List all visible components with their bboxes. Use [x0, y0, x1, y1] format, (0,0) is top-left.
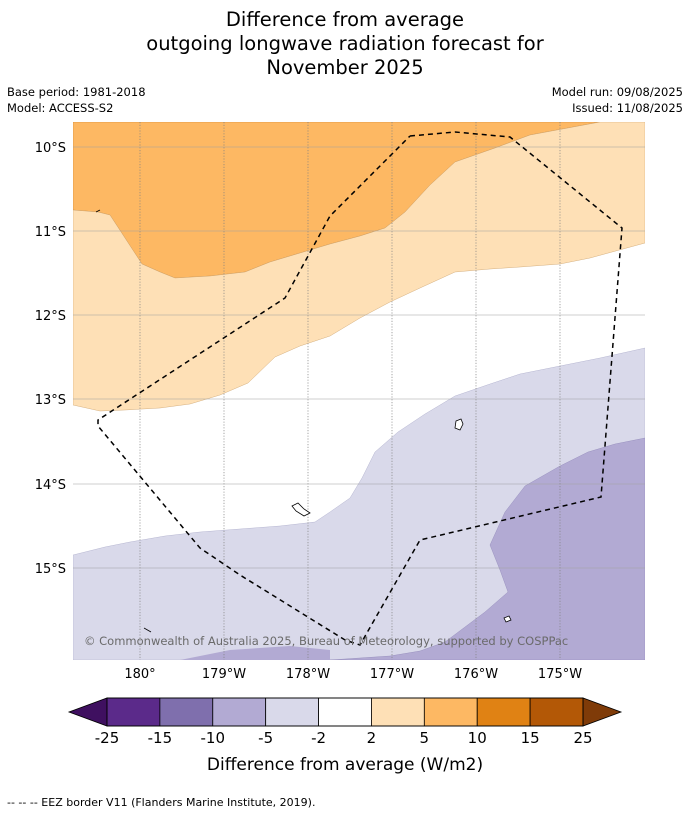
colorbar-tick-label: -25 — [95, 729, 120, 747]
meta-left: Base period: 1981-2018 Model: ACCESS-S2 — [7, 84, 146, 116]
lon-label: 179°W — [202, 667, 246, 682]
colorbar-segment — [159, 697, 214, 727]
lon-gridlines — [139, 122, 561, 660]
colorbar-segment — [106, 697, 161, 727]
map-area: © Commonwealth of Australia 2025, Bureau… — [73, 122, 645, 660]
model-name: Model: ACCESS-S2 — [7, 101, 114, 115]
lon-label: 180° — [124, 667, 155, 682]
lat-labels: 10°S 11°S 12°S 13°S 14°S 15°S — [35, 141, 66, 577]
band-2-to-5 — [73, 122, 645, 412]
colorbar-segment — [423, 697, 478, 727]
lat-gridlines — [73, 146, 645, 569]
island-shape — [454, 418, 464, 431]
lat-label: 11°S — [35, 225, 66, 240]
island-shape — [95, 209, 101, 213]
colorbar-segment — [318, 697, 372, 727]
colorbar-right-extension — [582, 697, 623, 727]
colorbar-tick-label: 15 — [521, 729, 540, 747]
title-line-3: November 2025 — [266, 56, 424, 79]
colorbar-segment — [476, 697, 531, 727]
island-shape — [143, 627, 152, 633]
title-line-1: Difference from average — [225, 8, 465, 31]
colorbar-segment — [212, 697, 267, 727]
lat-label: 14°S — [35, 478, 66, 493]
colorbar-left-extension — [67, 697, 108, 727]
eez-border — [97, 131, 623, 646]
colorbar-tick-label: -10 — [201, 729, 226, 747]
map-title: Difference from average outgoing longwav… — [0, 8, 690, 80]
colorbar-tick-label: -5 — [258, 729, 273, 747]
issued-date: Issued: 11/08/2025 — [572, 101, 683, 115]
colorbar-label: Difference from average (W/m2) — [207, 755, 483, 775]
colorbar-tick-label: -15 — [148, 729, 173, 747]
lon-labels: 180° 179°W 178°W 177°W 176°W 175°W — [124, 667, 582, 682]
lon-label: 178°W — [286, 667, 330, 682]
lon-label: 177°W — [370, 667, 414, 682]
island-shape — [503, 615, 512, 623]
lat-label: 13°S — [35, 393, 66, 408]
band-bottom-left — [180, 646, 330, 660]
lon-label: 176°W — [454, 667, 498, 682]
colorbar-segment — [529, 697, 584, 727]
island-shape — [291, 502, 311, 517]
model-run: Model run: 09/08/2025 — [551, 85, 683, 99]
copyright-notice: © Commonwealth of Australia 2025, Bureau… — [84, 634, 568, 648]
colorbar-segment — [371, 697, 425, 727]
colorbar: -25 -15 -10 -5 -2 2 5 10 15 25 Difference from av… — [67, 697, 623, 775]
meta-right: Model run: 09/08/2025 Issued: 11/08/2025 — [552, 84, 683, 116]
colorbar-tick-label: 25 — [573, 729, 592, 747]
lat-label: 15°S — [35, 562, 66, 577]
colorbar-tick-label: 5 — [420, 729, 430, 747]
colorbar-tick-label: 2 — [367, 729, 377, 747]
lon-label: 175°W — [538, 667, 582, 682]
band-minus2-to-minus5 — [73, 347, 645, 660]
lat-label: 10°S — [35, 141, 66, 156]
title-line-2: outgoing longwave radiation forecast for — [146, 32, 544, 55]
colorbar-frame — [106, 697, 584, 727]
colorbar-tick-label: -2 — [311, 729, 326, 747]
lat-label: 12°S — [35, 309, 66, 324]
band-minus5-to-minus10 — [329, 437, 645, 660]
colorbar-segment — [265, 697, 319, 727]
base-period: Base period: 1981-2018 — [7, 85, 146, 99]
eez-legend-note: -- -- -- EEZ border V11 (Flanders Marine… — [7, 796, 316, 809]
colorbar-tick-label: 10 — [468, 729, 487, 747]
